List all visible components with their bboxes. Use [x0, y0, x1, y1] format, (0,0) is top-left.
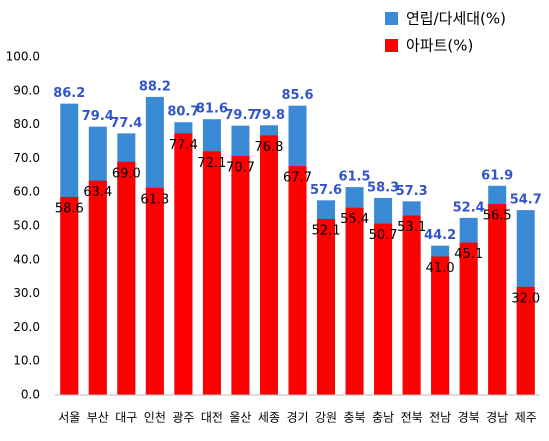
- x-tick-label: 대구: [115, 411, 137, 425]
- data-label: 41.0: [426, 261, 455, 276]
- y-tick-label: 60.0: [13, 185, 40, 199]
- data-label: 61.5: [339, 170, 371, 185]
- x-tick-label: 전북: [401, 411, 423, 425]
- x-tick-label: 서울: [58, 411, 80, 425]
- bar: [431, 256, 450, 395]
- data-label: 77.4: [169, 138, 198, 153]
- data-label: 79.7: [224, 108, 256, 123]
- y-tick-label: 10.0: [13, 354, 40, 368]
- data-label: 44.2: [424, 228, 456, 243]
- bar: [259, 135, 278, 395]
- x-tick-label: 부산: [87, 411, 109, 425]
- y-tick-label: 50.0: [13, 219, 40, 233]
- data-label: 45.1: [454, 247, 483, 262]
- data-label: 57.6: [310, 183, 342, 198]
- bar: [202, 151, 221, 395]
- data-label: 88.2: [139, 79, 171, 94]
- legend-swatch: [385, 12, 398, 25]
- legend-label: 아파트(%): [406, 37, 473, 55]
- data-label: 81.6: [196, 102, 228, 117]
- x-tick-label: 제주: [515, 411, 537, 425]
- data-label: 50.7: [369, 228, 398, 243]
- data-label: 32.0: [511, 291, 540, 306]
- x-tick-label: 강원: [315, 411, 337, 425]
- bar: [88, 180, 107, 395]
- bar: [288, 166, 307, 395]
- y-tick-label: 80.0: [13, 117, 40, 131]
- data-label: 52.1: [312, 223, 341, 238]
- x-tick-label: 경남: [486, 411, 508, 425]
- data-label: 76.8: [254, 140, 283, 155]
- x-tick-label: 인천: [144, 410, 166, 425]
- legend-label: 연립/다세대(%): [406, 10, 506, 28]
- bar: [117, 161, 136, 395]
- data-label: 77.4: [110, 116, 142, 131]
- x-tick-label: 충북: [344, 411, 366, 425]
- data-label: 52.4: [453, 200, 485, 215]
- bar: [402, 215, 421, 395]
- data-label: 85.6: [281, 88, 313, 103]
- x-tick-label: 세종: [258, 411, 280, 425]
- y-tick-label: 20.0: [13, 320, 40, 334]
- bar: [145, 187, 164, 395]
- x-tick-label: 경기: [286, 411, 308, 425]
- bar: [317, 218, 336, 395]
- y-tick-label: 70.0: [13, 151, 40, 165]
- x-tick-label: 울산: [229, 411, 251, 425]
- y-tick-label: 30.0: [13, 286, 40, 300]
- bar: [459, 242, 478, 395]
- y-tick-label: 40.0: [13, 252, 40, 266]
- bar: [174, 133, 193, 395]
- data-label: 67.7: [283, 171, 312, 186]
- data-label: 79.4: [82, 109, 114, 124]
- data-label: 55.4: [340, 212, 369, 227]
- data-label: 69.0: [112, 166, 141, 181]
- data-label: 58.6: [55, 201, 84, 216]
- bar: [345, 207, 364, 395]
- data-label: 54.7: [510, 193, 542, 208]
- data-label: 70.7: [226, 161, 255, 176]
- data-label: 53.1: [397, 220, 426, 235]
- bar: [231, 156, 250, 395]
- data-label: 63.4: [83, 185, 112, 200]
- x-tick-label: 전남: [429, 411, 451, 425]
- bar: [516, 286, 535, 395]
- x-tick-label: 대전: [201, 411, 223, 425]
- x-tick-label: 광주: [172, 411, 194, 425]
- legend-swatch: [385, 39, 398, 52]
- data-label: 79.8: [253, 108, 285, 123]
- data-label: 86.2: [53, 86, 85, 101]
- y-tick-label: 100.0: [6, 50, 40, 64]
- x-tick-label: 경북: [458, 411, 480, 425]
- data-label: 80.7: [167, 105, 199, 120]
- x-tick-label: 충남: [372, 411, 394, 425]
- bar: [374, 223, 393, 395]
- data-label: 58.3: [367, 180, 399, 195]
- bar: [488, 204, 507, 395]
- y-tick-label: 90.0: [13, 83, 40, 97]
- data-label: 57.3: [396, 184, 428, 199]
- y-tick-label: 0.0: [21, 388, 40, 402]
- data-label: 61.9: [481, 168, 513, 183]
- bar: [60, 196, 79, 395]
- data-label: 56.5: [483, 209, 512, 224]
- data-label: 72.1: [197, 156, 226, 171]
- data-label: 61.3: [140, 192, 169, 207]
